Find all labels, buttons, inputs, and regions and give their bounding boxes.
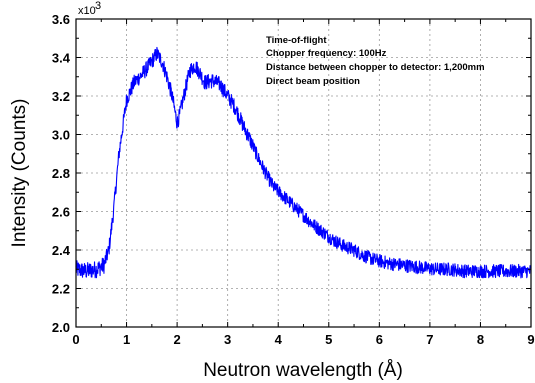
x-tick-label: 5 [325, 332, 332, 347]
y-tick-label: 2.0 [52, 320, 70, 335]
annotation-line: Direct beam position [266, 76, 360, 87]
annotation-line: Time-of-flight [266, 35, 327, 46]
x-tick-label: 1 [123, 332, 130, 347]
series-line [75, 46, 532, 279]
y-multiplier-base: x10 [78, 5, 96, 17]
y-axis-title: Intensity (Counts) [9, 99, 30, 248]
x-axis-title: Neutron wavelength (Å) [203, 360, 403, 381]
annotation-line: Distance between chopper to detector: 1,… [266, 62, 485, 73]
x-tick-label: 9 [527, 332, 534, 347]
y-tick-label: 2.2 [52, 282, 70, 297]
x-tick-label: 3 [224, 332, 231, 347]
x-tick-label: 2 [173, 332, 180, 347]
annotation-line: Chopper frequency: 100Hz [266, 48, 387, 59]
x-tick-label: 7 [426, 332, 433, 347]
annotation-block: Time-of-flight Chopper frequency: 100Hz … [266, 35, 485, 87]
x-tick-label: 4 [275, 332, 283, 347]
grid [76, 19, 531, 327]
x-tick-label: 6 [376, 332, 383, 347]
y-tick-label: 3.4 [52, 51, 71, 66]
y-tick-label: 2.6 [52, 205, 70, 220]
axis-ticks: 0 1 2 3 4 5 6 7 8 9 2.0 2.2 2.4 2.6 2.8 3.0 3.2 3.4 3.6 [52, 12, 535, 347]
x-tick-label: 8 [477, 332, 484, 347]
y-tick-label: 3.2 [52, 89, 70, 104]
y-tick-label: 2.4 [52, 243, 71, 258]
y-tick-label: 3.6 [52, 12, 70, 27]
y-tick-label: 2.8 [52, 166, 70, 181]
series-layer [75, 46, 532, 279]
y-tick-label: 3.0 [52, 128, 70, 143]
y-multiplier-exponent: 3 [95, 0, 101, 12]
x-tick-label: 0 [72, 332, 79, 347]
